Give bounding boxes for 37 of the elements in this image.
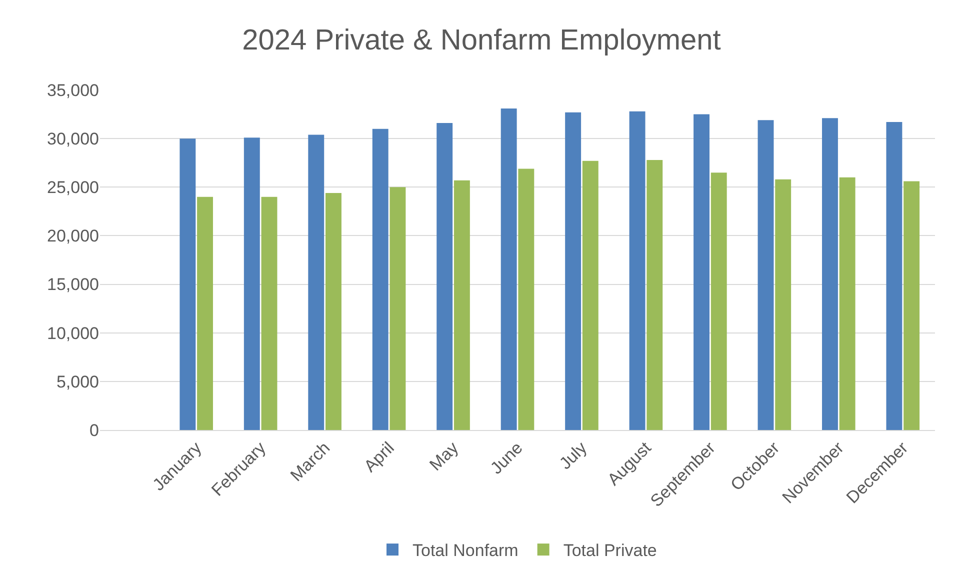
- y-tick-label: 30,000: [47, 130, 99, 149]
- bar: [436, 123, 453, 430]
- bar: [710, 172, 727, 430]
- bar: [886, 122, 902, 430]
- x-tick-label: May: [426, 438, 462, 474]
- x-tick-label: July: [556, 438, 591, 474]
- bar: [308, 134, 324, 430]
- bar: [244, 138, 260, 430]
- chart-title: 2024 Private & Nonfarm Employment: [242, 24, 721, 56]
- bar: [518, 168, 534, 430]
- bar: [326, 192, 342, 430]
- y-tick-label: 25,000: [47, 178, 99, 198]
- bar: [500, 108, 517, 430]
- bar: [372, 128, 388, 430]
- bar: [775, 179, 792, 430]
- bar: [582, 160, 598, 430]
- y-tick-label: 0: [90, 420, 99, 440]
- bar: [694, 114, 710, 430]
- bar: [261, 196, 278, 430]
- y-tick-label: 20,000: [47, 226, 99, 246]
- legend-label: Total Private: [563, 541, 657, 560]
- bar: [646, 160, 663, 430]
- y-tick-label: 35,000: [47, 80, 99, 100]
- y-tick-label: 5,000: [56, 372, 99, 392]
- bar: [454, 180, 470, 430]
- bar: [565, 112, 582, 430]
- bar: [758, 120, 774, 430]
- bar: [839, 177, 856, 430]
- bar: [180, 138, 196, 430]
- y-tick-label: 15,000: [47, 275, 99, 294]
- bar: [822, 118, 838, 430]
- bar: [197, 196, 213, 430]
- bar: [390, 187, 406, 430]
- y-tick-label: 10,000: [47, 324, 99, 343]
- bar: [629, 111, 646, 430]
- legend-label: Total Nonfarm: [412, 541, 518, 560]
- bar: [904, 181, 920, 430]
